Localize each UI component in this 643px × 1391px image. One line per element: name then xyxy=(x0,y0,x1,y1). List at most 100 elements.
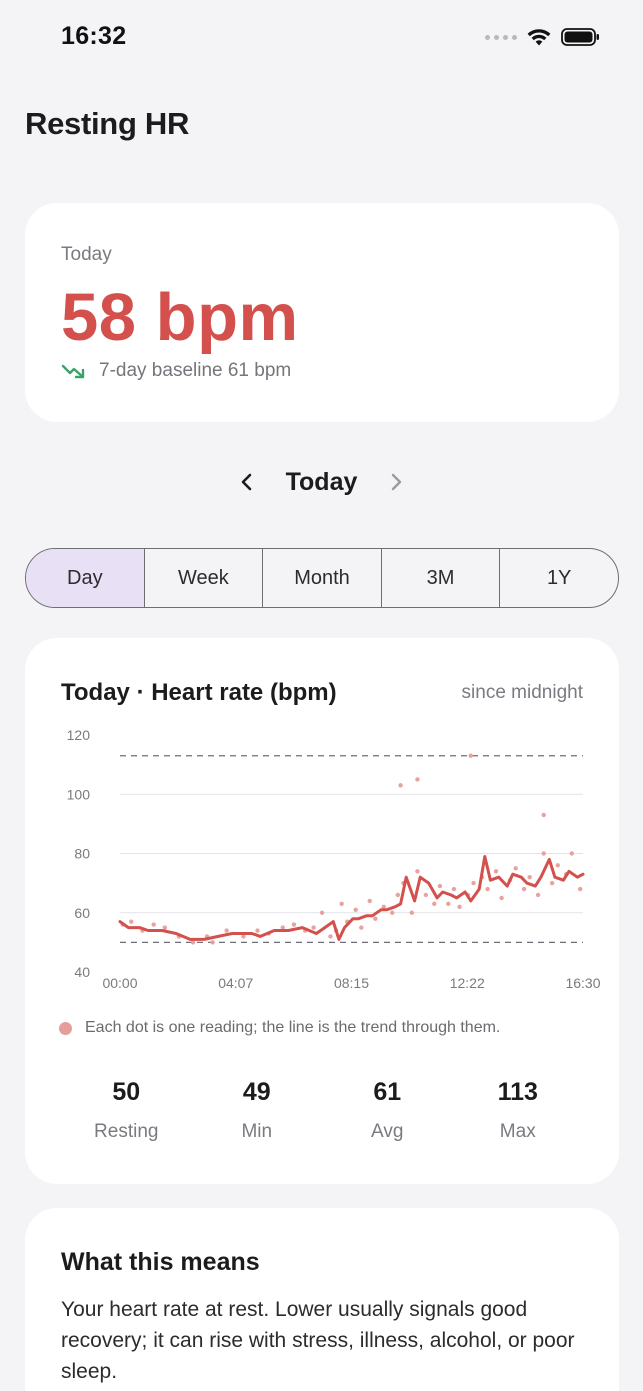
reading-dot xyxy=(129,919,134,924)
stat-label: Max xyxy=(499,1121,536,1142)
tab-week[interactable]: Week xyxy=(145,549,264,607)
y-tick-label: 40 xyxy=(74,964,90,980)
reading-dot xyxy=(398,783,403,788)
stat-value: 113 xyxy=(497,1078,538,1106)
tab-3m[interactable]: 3M xyxy=(382,549,501,607)
reading-dot xyxy=(190,940,196,945)
stats-row: 50 Resting 49 Min 61 Avg 113 Max xyxy=(61,1078,583,1143)
reading-dot xyxy=(493,869,499,874)
x-tick-label: 00:00 xyxy=(102,975,137,991)
reading-dot xyxy=(151,922,156,927)
reading-dot xyxy=(367,898,372,904)
reading-dot xyxy=(527,875,532,880)
info-card: What this means Your heart rate at rest.… xyxy=(25,1208,619,1391)
reading-dot xyxy=(255,928,260,933)
chart-range-note: since midnight xyxy=(461,682,583,703)
trend-down-icon xyxy=(61,364,85,379)
reading-dot xyxy=(485,886,490,892)
reading-dot xyxy=(415,869,420,874)
y-tick-label: 100 xyxy=(67,786,91,802)
signal-dots-icon xyxy=(485,34,517,40)
chevron-right-icon[interactable] xyxy=(384,470,408,494)
reading-dot xyxy=(541,812,546,818)
reading-dot xyxy=(499,895,504,901)
reading-dot xyxy=(541,851,546,856)
x-tick-label: 04:07 xyxy=(218,975,253,991)
baseline-text: 7-day baseline 61 bpm xyxy=(99,360,292,381)
reading-dot xyxy=(319,910,325,915)
reading-dot xyxy=(381,904,386,910)
y-tick-label: 60 xyxy=(74,905,90,921)
stat-max: 113 Max xyxy=(453,1078,584,1143)
y-tick-label: 80 xyxy=(74,846,90,862)
legend-text: Each dot is one reading; the line is the… xyxy=(85,1019,501,1036)
reading-dot xyxy=(162,925,168,930)
x-tick-label: 12:22 xyxy=(450,975,485,991)
legend-dot-icon xyxy=(59,1021,72,1035)
chevron-left-icon[interactable] xyxy=(235,470,259,494)
reading-dot xyxy=(468,753,473,758)
stat-resting: 50 Resting xyxy=(61,1078,192,1143)
reading-dot xyxy=(353,907,358,912)
page-title: Resting HR xyxy=(25,106,190,141)
stat-value: 61 xyxy=(373,1078,402,1106)
info-body: Your heart rate at rest. Lower usually s… xyxy=(61,1298,575,1383)
date-navigator: Today xyxy=(0,460,643,504)
summary-label: Today xyxy=(61,244,112,265)
stat-avg: 61 Avg xyxy=(322,1078,453,1143)
reading-dot xyxy=(409,910,415,915)
reading-dot xyxy=(555,863,560,868)
stat-label: Resting xyxy=(94,1121,159,1142)
heart-rate-chart: 40 60 80 100 120 00:00 04:07 08:15 12:22 16:30 xyxy=(67,727,601,991)
reading-dot xyxy=(415,777,420,782)
summary-value: 58 bpm xyxy=(61,280,299,355)
reading-dot xyxy=(446,901,451,907)
reading-dot xyxy=(280,925,285,930)
y-tick-label: 120 xyxy=(67,727,91,743)
stat-label: Min xyxy=(241,1121,273,1142)
battery-icon xyxy=(561,28,599,46)
reading-dot xyxy=(521,886,527,892)
reading-dot xyxy=(373,916,378,921)
summary-card: Today 58 bpm 7-day baseline 61 bpm xyxy=(25,203,619,422)
status-bar: 16:32 xyxy=(0,0,643,72)
stat-value: 49 xyxy=(242,1078,271,1106)
stat-value: 50 xyxy=(112,1078,141,1106)
stat-min: 49 Min xyxy=(192,1078,323,1143)
x-tick-label: 16:30 xyxy=(565,975,600,991)
info-title: What this means xyxy=(61,1248,260,1276)
reading-dot xyxy=(210,940,215,945)
x-tick-label: 08:15 xyxy=(334,975,369,991)
chart-legend: Each dot is one reading; the line is the… xyxy=(59,1019,500,1037)
reading-dot xyxy=(451,886,457,892)
reading-dot xyxy=(291,922,297,927)
reading-dot xyxy=(241,934,246,939)
chart-card: Today · Heart rate (bpm) since midnight … xyxy=(25,638,619,1184)
reading-dot xyxy=(577,886,583,892)
reading-dot xyxy=(437,883,443,889)
date-label: Today xyxy=(285,468,358,496)
reading-dot xyxy=(423,892,429,898)
wifi-icon xyxy=(527,29,551,46)
reading-dot xyxy=(535,892,541,898)
tab-day[interactable]: Day xyxy=(26,549,145,607)
tab-month[interactable]: Month xyxy=(263,549,382,607)
baseline-row: 7-day baseline 61 bpm xyxy=(61,360,291,382)
reading-dot xyxy=(513,866,518,871)
reading-dot xyxy=(569,851,574,856)
reading-dot xyxy=(311,925,316,930)
reading-dot xyxy=(471,880,476,886)
chart-title: Today · Heart rate (bpm) xyxy=(61,679,337,706)
reading-dot xyxy=(224,928,229,933)
reading-dot xyxy=(359,925,364,930)
reading-dot xyxy=(549,880,555,886)
reading-dot xyxy=(389,910,395,915)
reading-dot xyxy=(339,901,344,907)
tab-1y[interactable]: 1Y xyxy=(546,566,572,589)
status-time: 16:32 xyxy=(61,22,127,50)
reading-dot xyxy=(432,901,437,907)
range-segmented-control: Day Week Month 3M 1Y xyxy=(25,548,619,608)
reading-dot xyxy=(328,934,333,939)
reading-dot xyxy=(395,892,400,898)
stat-label: Avg xyxy=(371,1121,404,1142)
